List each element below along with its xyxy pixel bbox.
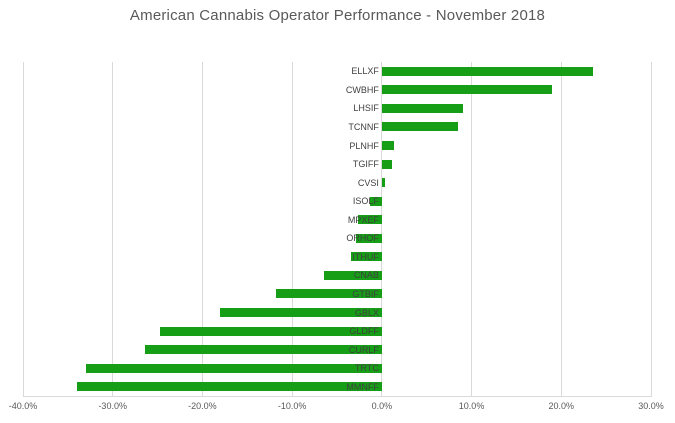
- x-axis-tick-label: 10.0%: [458, 401, 485, 411]
- category-label-ellxf: ELLXF: [351, 66, 379, 77]
- gridline: [560, 62, 562, 396]
- category-label-cwbhf: CWBHF: [345, 84, 379, 95]
- category-label-cnab: CNAB: [353, 270, 379, 281]
- bar-cnab: [324, 270, 382, 280]
- bar-cvsi: [381, 178, 386, 188]
- bar-ithuf: [351, 252, 382, 262]
- bar-curlf: [145, 345, 382, 355]
- x-axis-line: [23, 396, 652, 397]
- chart-title: American Cannabis Operator Performance -…: [129, 7, 546, 24]
- x-axis: -40.0% -30.0% -20.0% -10.0% 0.0% 10.0% 20.0% 30…: [9, 401, 664, 415]
- gridline: [650, 62, 652, 396]
- plot-area: ELLXF CWBHF LHSIF TCNNF PLNHF TGIFF CVSI ISOLF M…: [22, 62, 652, 396]
- bar-tgiff: [381, 159, 392, 169]
- bar-isolf: [370, 196, 382, 206]
- category-label-gtbif: GTBIF: [352, 288, 379, 299]
- gridline: [471, 62, 473, 396]
- bar-mpxef: [357, 215, 382, 225]
- gridline: [291, 62, 293, 396]
- category-label-gldff: GLDFF: [349, 326, 379, 337]
- bar-tcnnf: [381, 122, 459, 132]
- bar-ellxf: [381, 66, 593, 76]
- category-label-tgiff: TGIFF: [352, 159, 379, 170]
- gridline: [112, 62, 114, 396]
- category-label-orhof: ORHOF: [346, 233, 379, 244]
- bar-gldff: [160, 326, 382, 336]
- gridline: [201, 62, 203, 396]
- category-label-cvsi: CVSI: [357, 177, 379, 188]
- category-label-plnhf: PLNHF: [349, 140, 379, 151]
- bar-plnhf: [381, 141, 394, 150]
- x-axis-tick-label: 20.0%: [548, 401, 575, 411]
- bar-lhsif: [381, 103, 463, 113]
- bar-cwbhf: [381, 85, 553, 95]
- category-label-mmnff: MMNFF: [346, 381, 379, 392]
- category-label-isolf: ISOLF: [352, 196, 379, 207]
- bar-gblx: [220, 308, 382, 317]
- category-label-curlf: CURLF: [348, 344, 379, 355]
- category-label-mpxef: MPXEF: [347, 214, 379, 225]
- category-label-trtc: TRTC: [355, 363, 379, 374]
- category-label-ithuf: ITHUF: [352, 251, 379, 262]
- x-axis-tick-label: 0.0%: [371, 401, 393, 411]
- gridline: [381, 62, 383, 396]
- bar-mmnff: [76, 382, 382, 392]
- category-label-tcnnf: TCNNF: [348, 121, 379, 132]
- x-axis-tick-label: 30.0%: [638, 401, 664, 411]
- category-label-lhsif: LHSIF: [353, 103, 379, 114]
- x-axis-tick-label: -10.0%: [277, 401, 307, 411]
- x-axis-tick-label: -30.0%: [98, 401, 127, 411]
- bar-gtbif: [275, 289, 382, 299]
- bar-trtc: [85, 363, 382, 373]
- gridline: [22, 62, 24, 396]
- bar-orhof: [355, 233, 382, 243]
- category-label-gblx: GBLX: [354, 307, 379, 318]
- x-axis-tick-label: -20.0%: [188, 401, 217, 411]
- x-axis-tick-label: -40.0%: [8, 401, 38, 411]
